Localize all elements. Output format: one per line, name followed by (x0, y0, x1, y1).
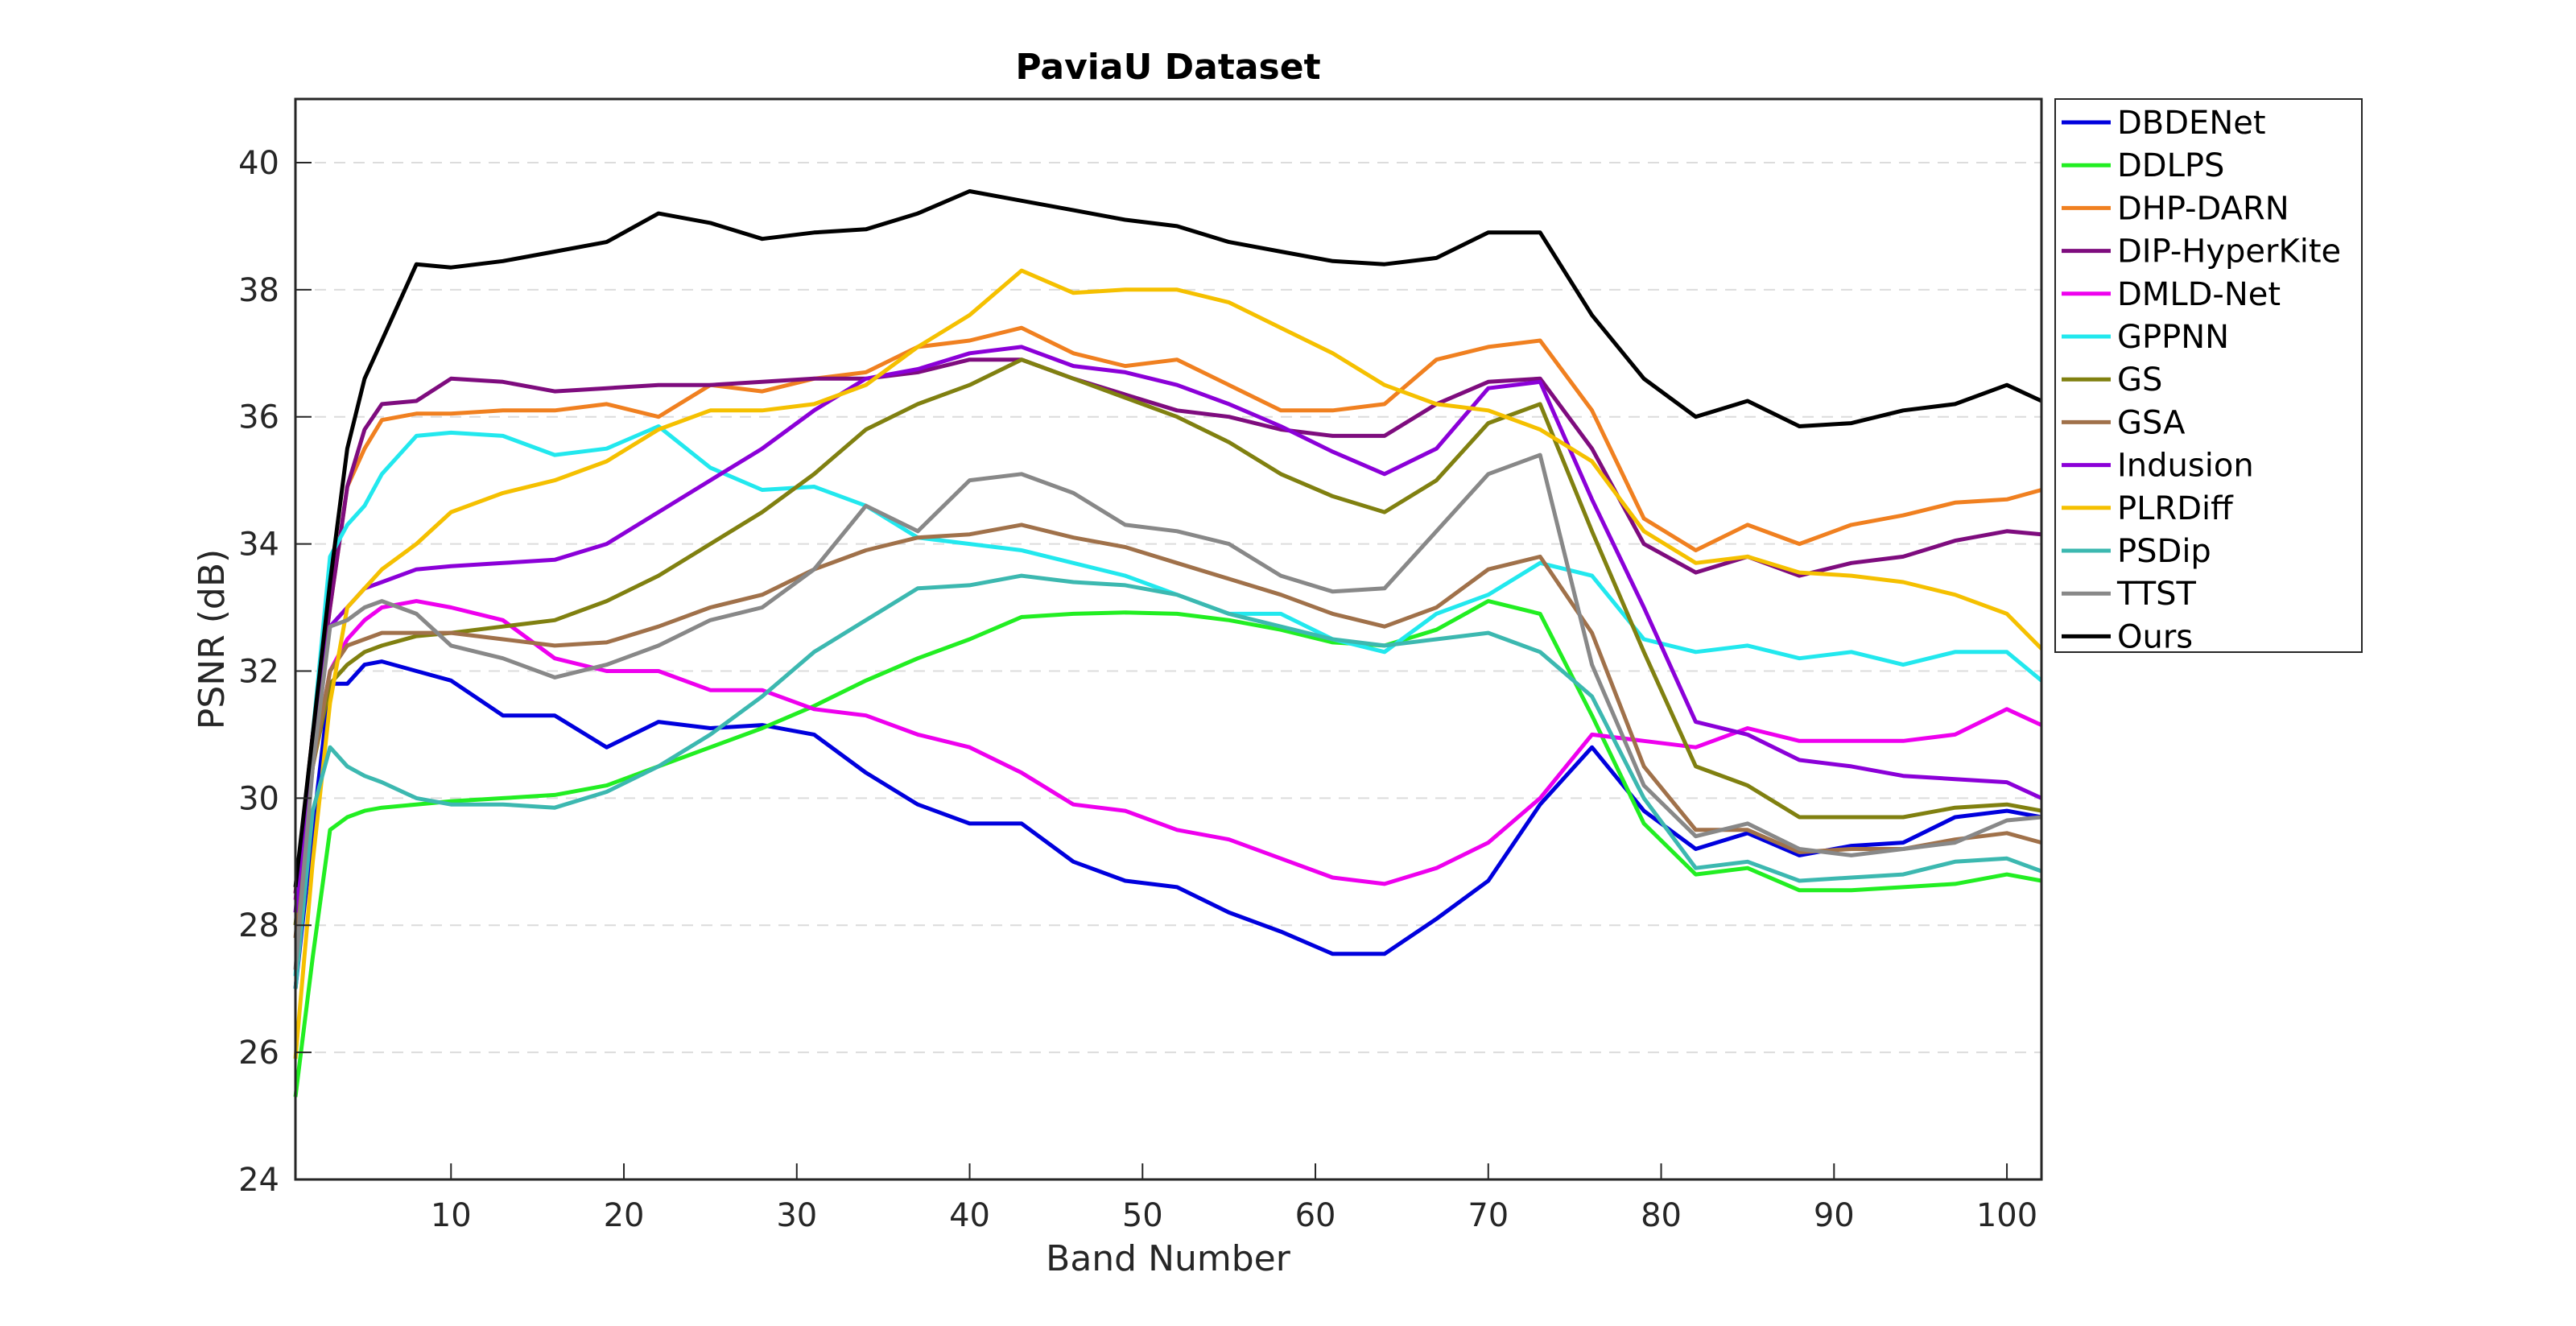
series-line-dmld-net (293, 599, 2043, 901)
y-axis-label: PSNR (dB) (192, 549, 233, 729)
legend-entry: DHP-DARN (2117, 190, 2289, 227)
legend-entry: Ours (2117, 618, 2193, 655)
legend-entry: PLRDiff (2117, 490, 2234, 527)
legend-entry: DBDENet (2117, 105, 2266, 142)
y-tick-label: 40 (238, 145, 279, 182)
x-tick-label: 90 (1814, 1197, 1855, 1234)
y-tick-label: 28 (238, 907, 279, 944)
series-line-dhp-darn (293, 325, 2042, 894)
plot-frame (294, 97, 2043, 1181)
x-tick-label: 20 (604, 1197, 645, 1234)
x-axis-label: Band Number (1046, 1238, 1291, 1279)
legend: DBDENet DDLPS DHP-DARN DIP-HyperKite DMLD-Ne… (2054, 98, 2363, 655)
x-tick-label: 10 (431, 1197, 472, 1234)
y-tick-label: 24 (238, 1162, 279, 1199)
series-line-plrdiff (293, 268, 2043, 1060)
x-tick-label: 60 (1295, 1197, 1336, 1234)
legend-entry: PSDip (2117, 533, 2211, 570)
x-tick-label: 100 (1976, 1197, 2037, 1234)
y-tick-label: 32 (238, 653, 279, 690)
series-line-indusion (293, 345, 2043, 913)
legend-entry: DIP-HyperKite (2117, 233, 2341, 271)
series-line-gs (293, 357, 2042, 926)
x-tick-label: 70 (1468, 1197, 1509, 1234)
axis-ticks: 24 26 28 30 32 34 36 38 40 10 20 30 40 50 60 70 80 90 100 (238, 145, 2037, 1234)
legend-entry: DDLPS (2117, 147, 2224, 184)
series-lines (293, 189, 2043, 1097)
series-line-ttst (293, 452, 2042, 970)
legend-entry: GSA (2117, 404, 2186, 441)
series-line-gsa (293, 523, 2042, 939)
y-tick-label: 26 (238, 1035, 279, 1072)
series-line-dbdenet (293, 659, 2042, 989)
x-tick-label: 40 (949, 1197, 990, 1234)
legend-entry: DMLD-Net (2117, 276, 2281, 313)
y-tick-label: 36 (238, 399, 279, 436)
series-line-psdip (293, 573, 2042, 989)
legend-entry: Indusion (2117, 448, 2254, 485)
y-tick-label: 38 (238, 272, 279, 309)
x-tick-label: 30 (776, 1197, 817, 1234)
series-line-ddlps (293, 599, 2042, 1097)
y-tick-label: 30 (238, 780, 279, 817)
legend-entry: GS (2117, 361, 2162, 399)
x-tick-label: 80 (1641, 1197, 1682, 1234)
chart-title: PaviaU Dataset (1015, 47, 1320, 88)
legend-entry: GPPNN (2117, 319, 2229, 356)
series-line-gppnn (293, 424, 2043, 977)
x-tick-label: 50 (1122, 1197, 1163, 1234)
series-line-ours (293, 189, 2043, 888)
y-tick-label: 34 (238, 527, 279, 564)
legend-entry: TTST (2116, 576, 2197, 613)
legend-box (2054, 98, 2363, 653)
